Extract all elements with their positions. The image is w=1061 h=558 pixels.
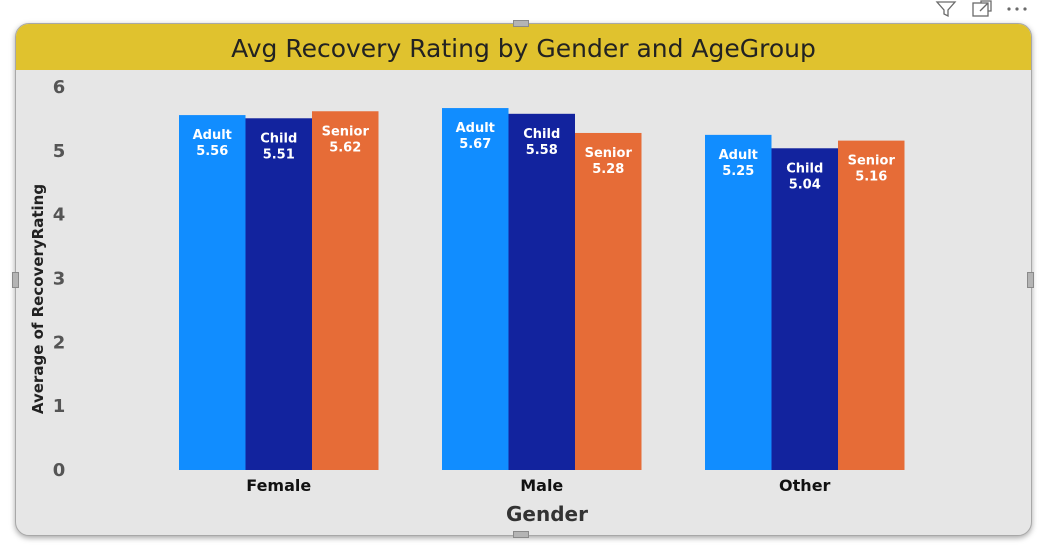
y-tick-label: 1	[53, 396, 66, 417]
data-label-value: 5.56	[196, 144, 228, 159]
data-label-series: Child	[786, 161, 823, 176]
y-axis-label: Average of RecoveryRating	[29, 184, 47, 414]
bar-child-female[interactable]	[245, 118, 313, 471]
x-tick-label: Male	[520, 476, 563, 495]
resize-handle-left[interactable]	[12, 272, 19, 288]
x-axis-ticks: Female Male Other	[246, 476, 830, 495]
focus-mode-icon[interactable]	[970, 0, 992, 18]
y-tick-label: 3	[53, 269, 66, 290]
resize-handle-bottom[interactable]	[513, 531, 529, 538]
bar-adult-male[interactable]	[442, 108, 509, 470]
data-label-value: 5.67	[459, 137, 491, 152]
bars: Adult5.56Child5.51Senior5.62Adult5.67Chi…	[179, 108, 905, 471]
y-tick-label: 2	[53, 332, 66, 353]
bar-adult-other[interactable]	[705, 134, 772, 470]
y-axis-ticks: 0 1 2 3 4 5 6	[53, 77, 66, 481]
y-tick-label: 5	[53, 141, 66, 162]
more-options-icon[interactable]	[1004, 0, 1030, 18]
resize-handle-right[interactable]	[1027, 272, 1034, 288]
bar-senior-other[interactable]	[838, 140, 905, 470]
x-tick-label: Female	[246, 476, 311, 495]
y-tick-label: 6	[53, 77, 66, 98]
data-label-series: Senior	[322, 124, 370, 139]
data-label-series: Adult	[719, 148, 758, 163]
data-label-series: Adult	[456, 121, 495, 136]
bar-child-other[interactable]	[771, 148, 839, 470]
bar-senior-male[interactable]	[575, 132, 642, 470]
data-label-series: Child	[523, 127, 560, 142]
bar-adult-female[interactable]	[179, 115, 246, 470]
y-tick-label: 4	[53, 205, 66, 226]
bar-senior-female[interactable]	[312, 111, 379, 471]
data-label-value: 5.04	[789, 177, 821, 192]
x-tick-label: Other	[779, 476, 830, 495]
x-axis-label: Gender	[506, 502, 588, 526]
chart-visual[interactable]: Avg Recovery Rating by Gender and AgeGro…	[15, 23, 1032, 536]
resize-handle-top[interactable]	[513, 20, 529, 27]
data-label-series: Senior	[585, 146, 633, 161]
chart-title: Avg Recovery Rating by Gender and AgeGro…	[16, 24, 1031, 70]
bar-child-male[interactable]	[508, 113, 576, 470]
visual-header-icons	[930, 0, 1040, 20]
data-label-value: 5.51	[263, 147, 295, 162]
data-label-series: Adult	[193, 128, 232, 143]
y-tick-label: 0	[53, 460, 66, 481]
bar-chart: Average of RecoveryRating Gender 0 1 2 3 4 5 6…	[29, 77, 905, 526]
data-label-value: 5.16	[855, 170, 887, 185]
data-label-value: 5.58	[526, 143, 558, 158]
data-label-series: Child	[260, 131, 297, 146]
data-label-value: 5.62	[329, 140, 361, 155]
data-label-value: 5.28	[592, 162, 624, 177]
data-label-series: Senior	[848, 154, 896, 169]
data-label-value: 5.25	[722, 164, 754, 179]
filter-icon[interactable]	[935, 0, 957, 18]
